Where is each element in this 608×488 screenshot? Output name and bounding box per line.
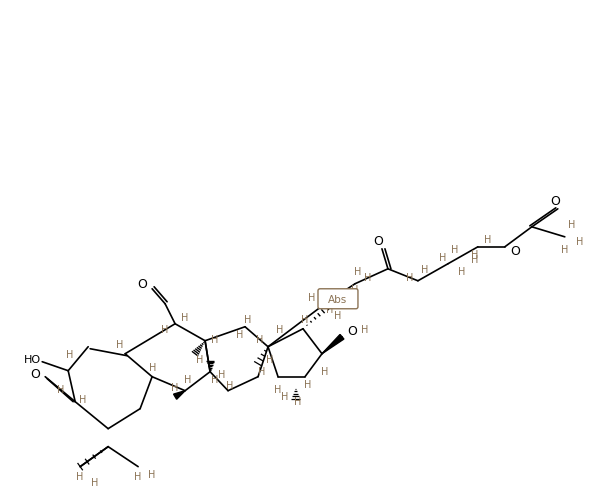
Text: H: H <box>282 391 289 401</box>
Text: H: H <box>451 244 458 254</box>
Text: H: H <box>237 329 244 339</box>
Text: H: H <box>294 396 302 406</box>
Text: H: H <box>181 312 188 322</box>
Text: H: H <box>274 384 282 394</box>
Text: H: H <box>266 354 274 364</box>
Text: H: H <box>308 292 316 302</box>
Text: H: H <box>218 369 226 379</box>
Text: O: O <box>373 235 383 248</box>
Text: O: O <box>137 278 147 291</box>
Text: H: H <box>421 264 429 274</box>
Text: H: H <box>184 374 192 384</box>
Text: H: H <box>80 394 87 404</box>
Text: H: H <box>576 236 584 246</box>
Text: H: H <box>117 339 124 349</box>
Text: H: H <box>57 384 64 394</box>
Text: H: H <box>354 266 362 276</box>
Text: H: H <box>305 379 312 389</box>
Text: H: H <box>148 468 156 479</box>
Text: H: H <box>302 314 309 324</box>
Text: H: H <box>561 244 568 254</box>
Text: H: H <box>471 249 478 259</box>
Text: O: O <box>30 367 40 381</box>
Text: H: H <box>77 470 84 481</box>
Text: H: H <box>568 220 576 229</box>
Text: H: H <box>326 304 334 314</box>
Text: H: H <box>351 284 359 294</box>
Text: H: H <box>484 234 491 244</box>
Text: H: H <box>66 349 74 359</box>
Text: H: H <box>331 289 339 299</box>
Text: H: H <box>150 362 157 372</box>
Text: H: H <box>321 366 329 376</box>
Text: O: O <box>550 195 560 208</box>
Text: H: H <box>406 272 413 282</box>
Polygon shape <box>322 335 344 354</box>
Text: H: H <box>226 380 233 390</box>
Polygon shape <box>173 391 185 400</box>
Text: H: H <box>458 266 466 276</box>
Text: H: H <box>212 374 219 384</box>
Text: Abs: Abs <box>328 294 348 304</box>
Text: H: H <box>334 310 342 320</box>
Text: H: H <box>134 470 142 481</box>
Text: H: H <box>244 314 252 324</box>
Text: H: H <box>276 324 284 334</box>
Text: H: H <box>196 354 204 364</box>
Text: H: H <box>91 477 99 487</box>
Text: O: O <box>347 325 357 338</box>
Text: H: H <box>439 252 447 262</box>
Text: O: O <box>510 245 520 258</box>
Text: H: H <box>361 324 368 334</box>
Text: HO: HO <box>24 354 41 364</box>
Text: H: H <box>258 366 266 376</box>
Text: H: H <box>171 382 179 392</box>
Text: H: H <box>364 272 371 282</box>
Text: H: H <box>471 254 478 264</box>
FancyBboxPatch shape <box>318 289 358 309</box>
Text: H: H <box>212 334 219 344</box>
Text: H: H <box>257 334 264 344</box>
Text: H: H <box>161 324 169 334</box>
